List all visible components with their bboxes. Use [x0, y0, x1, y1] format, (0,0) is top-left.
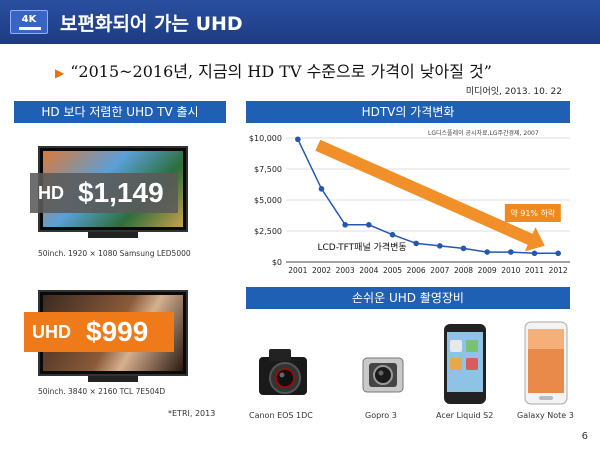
uhd-badge: UHD	[32, 322, 71, 342]
data-point	[460, 245, 467, 252]
data-point	[389, 231, 396, 238]
x-tick-label: 2011	[525, 266, 544, 275]
uhd-tv-caption: 50inch. 3840 × 2160 TCL 7E504D	[38, 387, 166, 396]
gear-label: Acer Liquid S2	[436, 411, 494, 420]
data-point	[318, 186, 325, 192]
tv-stand	[88, 376, 138, 382]
section-title-tv: HD 보다 저렴한 UHD TV 출시	[14, 101, 226, 123]
x-tick-label: 2004	[359, 266, 378, 275]
logo-text: 4K	[21, 14, 37, 25]
hd-price: $1,149	[78, 177, 164, 208]
data-point	[484, 249, 490, 255]
hd-badge: HD	[38, 183, 64, 203]
x-tick-label: 2007	[430, 266, 449, 275]
data-point	[437, 243, 443, 249]
data-point	[366, 222, 372, 228]
gear-label: Galaxy Note 3	[517, 411, 574, 420]
quote-text: “2015~2016년, 지금의 HD TV 수준으로 가격이 낮아질 것”	[70, 62, 492, 81]
series-label: LCD-TFT패널 가격변동	[318, 241, 407, 253]
data-point	[295, 136, 301, 143]
footnote: *ETRI, 2013	[168, 409, 216, 418]
triangle-bullet-icon: ▶	[55, 66, 65, 80]
annotation-label: 약 91% 하락	[510, 208, 556, 218]
y-tick-label: $10,000	[249, 134, 282, 143]
y-tick-label: $0	[272, 258, 282, 267]
title-bar: 4K 보편화되어 가는 UHD	[0, 0, 600, 44]
x-tick-label: 2002	[312, 266, 331, 275]
uhd-logo-icon: 4K	[10, 10, 48, 34]
data-point	[531, 250, 538, 257]
smartphone-icon	[444, 324, 486, 404]
quote-source: 미디어잇, 2013. 10. 22	[465, 87, 562, 97]
section-title-chart: HDTV의 가격변화	[246, 101, 570, 123]
chart-source: LG디스플레이 공시자료,LG주간경제, 2007	[428, 130, 539, 137]
gear-label: Gopro 3	[365, 411, 397, 420]
uhd-price-badge: UHD $999	[24, 312, 174, 352]
series-line	[297, 138, 559, 255]
section-title-gear: 손쉬운 UHD 촬영장비	[246, 287, 570, 309]
price-chart: $0 $2,500 $5,000 $7,500 $10,000 2001 2002 2003 2…	[249, 134, 570, 275]
y-tick-label: $7,500	[254, 165, 282, 174]
page-number: 6	[581, 431, 588, 442]
page-title: 보편화되어 가는 UHD	[60, 13, 243, 35]
x-tick-label: 2006	[407, 266, 426, 275]
x-tick-label: 2012	[549, 266, 568, 275]
x-tick-label: 2010	[501, 266, 520, 275]
action-camera-icon	[362, 357, 404, 393]
tv-stand	[88, 232, 138, 238]
smartphone-icon	[524, 321, 568, 405]
data-point	[555, 250, 561, 257]
y-tick-label: $2,500	[254, 227, 282, 236]
x-tick-label: 2005	[383, 266, 402, 275]
annotation-box	[504, 204, 561, 222]
x-tick-label: 2009	[478, 266, 497, 275]
data-point	[342, 222, 348, 228]
x-tick-label: 2003	[336, 266, 355, 275]
data-point	[413, 240, 419, 247]
x-tick-label: 2008	[454, 266, 473, 275]
hd-price-badge: HD $1,149	[30, 173, 178, 213]
gear-label: Canon EOS 1DC	[249, 411, 313, 420]
x-tick-label: 2001	[288, 266, 307, 275]
trend-arrow	[315, 139, 545, 252]
y-tick-label: $5,000	[254, 196, 282, 205]
hd-tv-caption: 50inch. 1920 × 1080 Samsung LED5000	[38, 249, 191, 258]
camera-icon	[259, 349, 307, 395]
quote: ▶ “2015~2016년, 지금의 HD TV 수준으로 가격이 낮아질 것”	[55, 58, 492, 82]
uhd-price: $999	[86, 316, 149, 347]
data-point	[508, 249, 514, 255]
